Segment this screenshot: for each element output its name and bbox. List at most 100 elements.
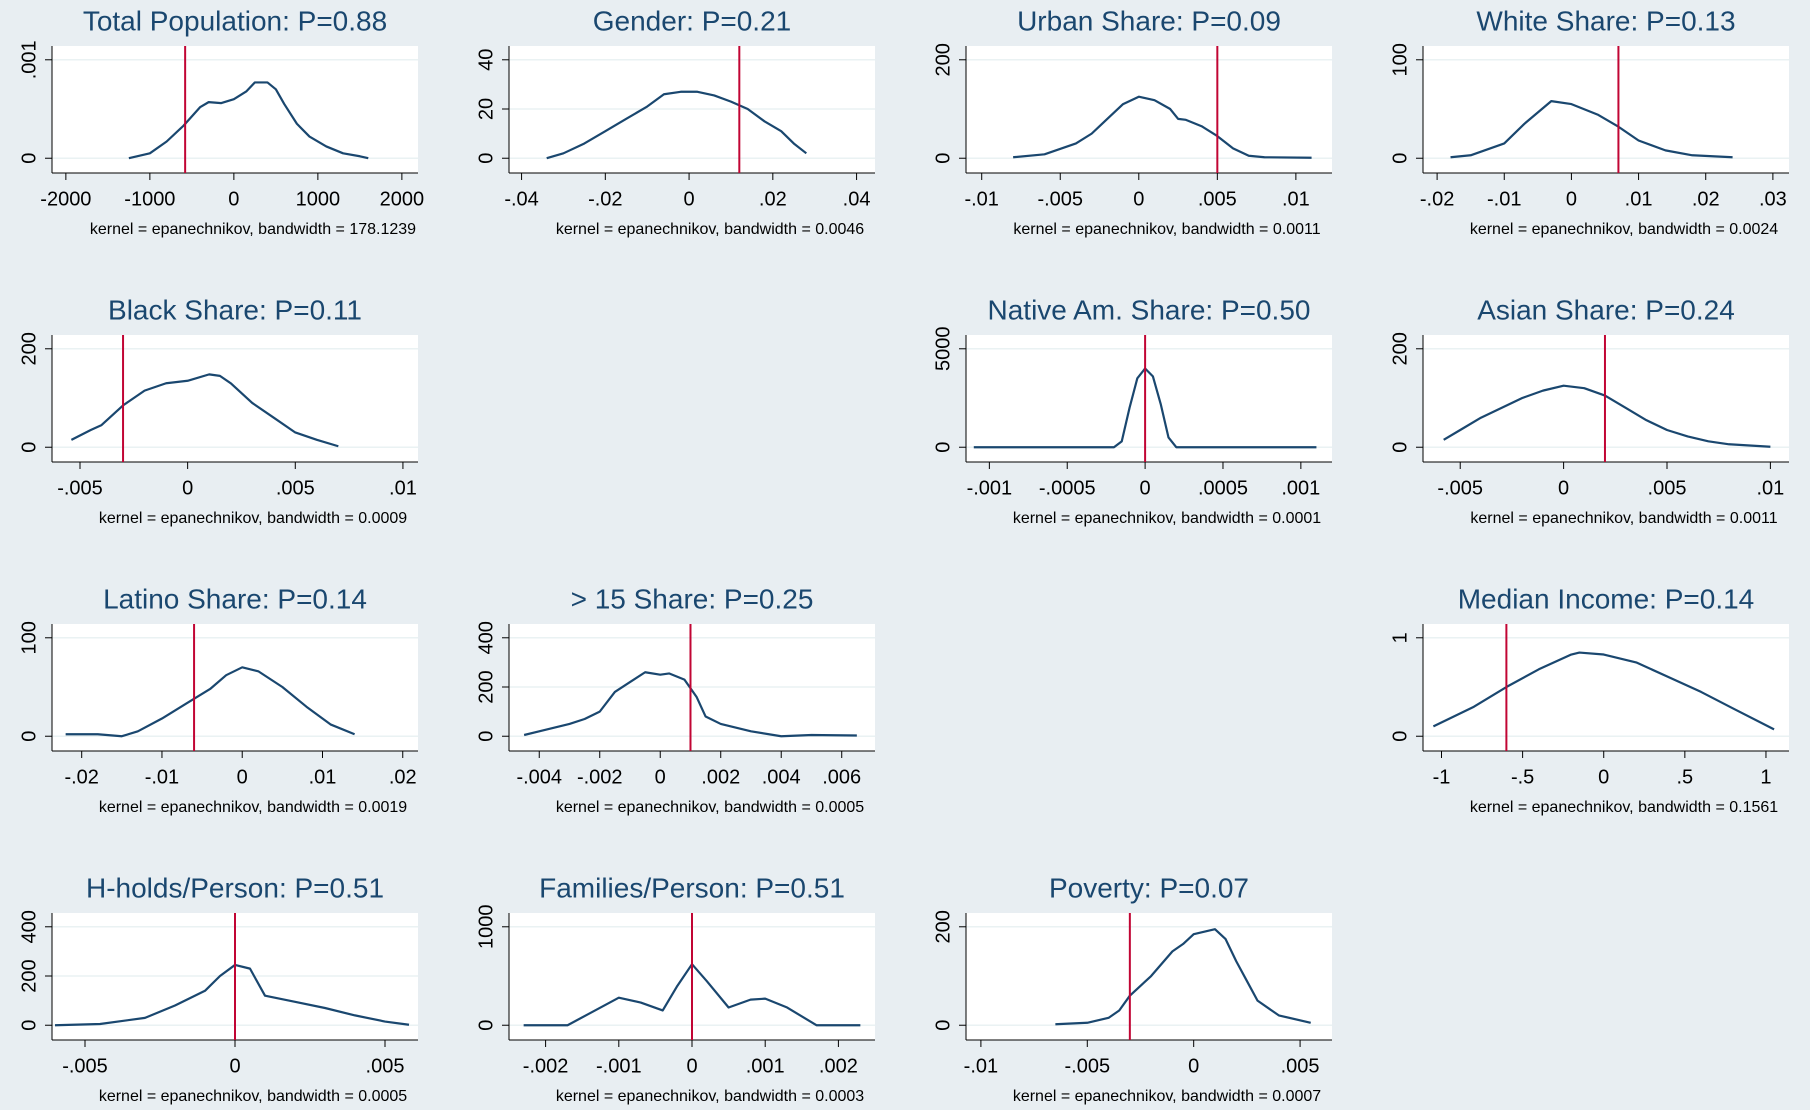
- panel-title: Native Am. Share: P=0.50: [988, 294, 1311, 325]
- y-tick-label: 0: [475, 153, 497, 164]
- x-tick-label: .006: [822, 766, 861, 788]
- x-tick-label: -.02: [588, 188, 622, 210]
- y-tick-label: 200: [475, 670, 497, 703]
- panel-title: Poverty: P=0.07: [1049, 872, 1249, 903]
- y-tick-label: 200: [932, 910, 954, 943]
- x-tick-label: 0: [182, 477, 193, 499]
- x-tick-label: -.005: [62, 1055, 108, 1077]
- x-tick-label: 0: [1140, 477, 1151, 499]
- y-tick-label: .001: [18, 40, 40, 79]
- x-tick-label: -.002: [523, 1055, 569, 1077]
- panel-title: > 15 Share: P=0.25: [571, 583, 814, 614]
- x-tick-label: -.0005: [1039, 477, 1096, 499]
- x-tick-label: .004: [762, 766, 801, 788]
- density-line: [546, 90, 807, 160]
- panel: Latino Share: P=0.14 0 100 -.02 -.01 0 .01 .02 k…: [18, 583, 418, 816]
- x-tick-label: .005: [1281, 1055, 1320, 1077]
- x-tick-label: 0: [1558, 477, 1569, 499]
- x-tick-label: .001: [1281, 477, 1320, 499]
- x-tick-label: 1000: [296, 188, 341, 210]
- x-tick-label: 0: [1566, 188, 1577, 210]
- x-tick-label: -.001: [596, 1055, 642, 1077]
- x-tick-label: .005: [1198, 188, 1237, 210]
- x-tick-label: .02: [759, 188, 787, 210]
- plot-area: [1423, 624, 1789, 751]
- kernel-note: kernel = epanechnikov, bandwidth = 0.001…: [1470, 510, 1777, 527]
- y-tick-label: 0: [18, 1020, 40, 1031]
- x-tick-label: .02: [1692, 188, 1720, 210]
- x-tick-label: .5: [1677, 766, 1694, 788]
- x-tick-label: .0005: [1198, 477, 1248, 499]
- x-tick-label: -.02: [64, 766, 98, 788]
- y-tick-label: 0: [475, 731, 497, 742]
- y-tick-label: 400: [475, 621, 497, 654]
- density-line: [523, 671, 857, 738]
- x-tick-label: .01: [1625, 188, 1653, 210]
- y-tick-label: 20: [475, 98, 497, 120]
- x-tick-label: -.005: [1037, 188, 1083, 210]
- x-tick-label: .001: [746, 1055, 785, 1077]
- x-tick-label: .005: [1648, 477, 1687, 499]
- panel-title: Total Population: P=0.88: [83, 5, 387, 36]
- panel-title: Gender: P=0.21: [593, 5, 791, 36]
- panel: White Share: P=0.13 0 100 -.02 -.01 0 .01 .02 .0…: [1389, 5, 1789, 238]
- x-tick-label: -.002: [577, 766, 623, 788]
- x-tick-label: .01: [309, 766, 337, 788]
- x-tick-label: -.04: [504, 188, 538, 210]
- y-tick-label: 0: [18, 442, 40, 453]
- x-tick-label: -.01: [964, 1055, 998, 1077]
- x-tick-label: 0: [237, 766, 248, 788]
- x-tick-label: -.01: [145, 766, 179, 788]
- panel-title: Asian Share: P=0.24: [1477, 294, 1735, 325]
- kernel-note: kernel = epanechnikov, bandwidth = 0.156…: [1470, 799, 1778, 816]
- panel: Total Population: P=0.88 0 .001 -2000 -1000 0…: [18, 5, 424, 238]
- kernel-note: kernel = epanechnikov, bandwidth = 0.001…: [99, 799, 407, 816]
- y-tick-label: 0: [932, 1020, 954, 1031]
- panel: Asian Share: P=0.24 0 200 -.005 0 .005 .01 kern…: [1389, 294, 1789, 527]
- x-tick-label: -.02: [1420, 188, 1454, 210]
- kernel-note: kernel = epanechnikov, bandwidth = 0.004…: [556, 221, 864, 238]
- x-tick-label: .03: [1759, 188, 1787, 210]
- kernel-note: kernel = epanechnikov, bandwidth = 0.002…: [1470, 221, 1778, 238]
- y-tick-label: 1000: [475, 905, 497, 950]
- kernel-note: kernel = epanechnikov, bandwidth = 0.001…: [1013, 221, 1320, 238]
- kernel-note: kernel = epanechnikov, bandwidth = 0.000…: [99, 510, 407, 527]
- kernel-note: kernel = epanechnikov, bandwidth = 0.000…: [99, 1088, 407, 1105]
- plot-area: [966, 335, 1332, 462]
- kernel-note: kernel = epanechnikov, bandwidth = 0.000…: [556, 1088, 864, 1105]
- y-tick-label: 0: [1389, 442, 1411, 453]
- plot-area: [52, 335, 418, 462]
- x-tick-label: 1: [1760, 766, 1771, 788]
- x-tick-label: 2000: [380, 188, 425, 210]
- x-tick-label: 0: [1188, 1055, 1199, 1077]
- y-tick-label: 200: [18, 959, 40, 992]
- x-tick-label: -.005: [57, 477, 103, 499]
- y-tick-label: 0: [475, 1020, 497, 1031]
- y-tick-label: 5000: [932, 327, 954, 372]
- x-tick-label: 0: [655, 766, 666, 788]
- y-tick-label: 100: [18, 621, 40, 654]
- x-tick-label: -.001: [967, 477, 1013, 499]
- panel: Black Share: P=0.11 0 200 -.005 0 .005 .01 kern…: [18, 294, 418, 527]
- panel: Native Am. Share: P=0.50 0 5000 -.001 -.0005…: [932, 294, 1332, 527]
- x-tick-label: 0: [686, 1055, 697, 1077]
- plot-area: [52, 46, 418, 173]
- panel: Gender: P=0.21 0 20 40 -.04 -.02 0 .02 .04 kernel…: [475, 5, 875, 238]
- x-tick-label: .02: [389, 766, 417, 788]
- y-tick-label: 0: [1389, 153, 1411, 164]
- panel-title: Urban Share: P=0.09: [1017, 5, 1281, 36]
- y-tick-label: 0: [18, 731, 40, 742]
- y-tick-label: 400: [18, 910, 40, 943]
- y-tick-label: 40: [475, 49, 497, 71]
- x-tick-label: .002: [701, 766, 740, 788]
- density-line: [70, 373, 339, 448]
- panel: Urban Share: P=0.09 0 200 -.01 -.005 0 .005 .01…: [932, 5, 1332, 238]
- panel: H-holds/Person: P=0.51 0 200 400 -.005 0 .005 k…: [18, 872, 418, 1105]
- x-tick-label: -.01: [964, 188, 998, 210]
- x-tick-label: 0: [1598, 766, 1609, 788]
- x-tick-label: 0: [1133, 188, 1144, 210]
- y-tick-label: 200: [932, 43, 954, 76]
- density-line: [65, 666, 356, 738]
- y-tick-label: 0: [932, 442, 954, 453]
